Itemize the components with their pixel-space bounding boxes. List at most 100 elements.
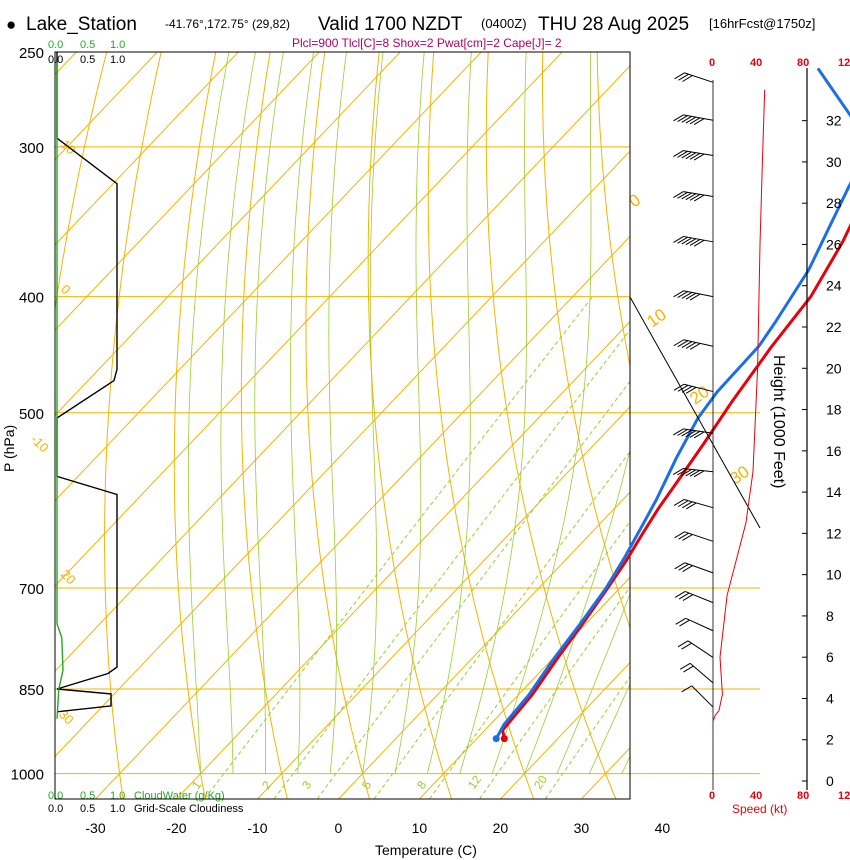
wind-barb-flag: [682, 534, 693, 541]
mixing-ratio-label: 20: [531, 772, 550, 791]
cloudwater-tick-top: 0.5: [80, 39, 95, 51]
wind-barb-flag: [681, 685, 693, 693]
wind-barb-flag: [681, 385, 693, 393]
wind-barb-flag: [681, 237, 693, 245]
mixing-ratio-line: [544, 675, 630, 799]
cloudwater-ticks-bottom: 0.0 0.5 1.0 CloudWater (g/Kg): [48, 790, 225, 802]
mixing-ratio-line: [373, 450, 630, 799]
wind-barb-flag: [679, 619, 690, 627]
dry-adiabat-line: [104, 52, 162, 799]
cloudiness-ticks-bottom: 0.0 0.5 1.0 Grid-Scale Cloudiness: [48, 803, 244, 815]
height-tick-label: 24: [826, 278, 842, 294]
height-tick-label: 28: [826, 195, 842, 211]
isotherm-line: [55, 65, 630, 672]
wind-barb-flag: [677, 384, 689, 392]
wind-barb-flag: [681, 192, 692, 200]
height-tick-label: 26: [826, 236, 842, 252]
cloudiness-tick-bottom: 1.0: [110, 803, 125, 815]
dry-adiabat-line: [55, 52, 108, 313]
mixing-ratio-label: 3: [299, 778, 314, 792]
isotherm-line: [55, 52, 239, 246]
speed-tick-bottom: 12: [838, 790, 850, 802]
skew-boundary-line: [629, 296, 761, 529]
mixing-ratio-line: [204, 296, 593, 799]
mixing-ratio-label: 8: [414, 778, 429, 792]
wind-barb-flag: [678, 73, 689, 81]
cloudwater-tick-bottom: 0.5: [80, 790, 95, 802]
wind-barb-flag: [681, 115, 693, 123]
cloudiness-tick-top: 0.0: [48, 54, 63, 66]
wind-barb-flag: [673, 191, 684, 199]
wind-barb-flag: [685, 238, 697, 246]
wind-barb-flag: [689, 152, 701, 160]
wind-barb-flag: [674, 72, 685, 80]
parcel-params: Plcl=900 Tlcl[C]=8 Shox=2 Pwat[cm]=2 Cap…: [292, 36, 562, 50]
speed-tick-top: 12: [838, 57, 850, 69]
moist-adiabat-line: [459, 52, 527, 774]
wind-barb: [683, 290, 714, 298]
wind-barb-flag: [673, 114, 684, 122]
dry-adiabat-line: [367, 52, 453, 799]
cloudwater-ticks-top: 0.0 0.5 1.0: [48, 39, 125, 51]
x-tick-label: -20: [166, 820, 186, 836]
moist-adiabat-line: [187, 52, 230, 774]
wind-barb-flag: [685, 152, 697, 160]
isotherm-line: [500, 661, 630, 799]
isotherm-line: [338, 491, 630, 799]
wind-barb: [687, 640, 714, 658]
isotherm-line: [257, 406, 630, 799]
dry-adiabat-line: [305, 52, 370, 799]
moist-adiabat-line: [394, 52, 425, 774]
wind-barb-flag: [673, 383, 685, 391]
wind-barb-flag: [673, 339, 684, 347]
speed-tick-bottom: 0: [709, 790, 715, 802]
cloudiness-tick-top: 1.0: [110, 54, 125, 66]
moist-adiabat-line: [220, 52, 256, 774]
wind-barb-flag: [693, 239, 705, 247]
wind-barb-flag: [681, 341, 693, 349]
mixing-ratio-line: [273, 329, 630, 799]
cloudwater-profile: [56, 62, 64, 719]
x-tick-label: 0: [335, 820, 343, 836]
wind-barb-flag: [673, 428, 684, 436]
isotherm-line: [55, 52, 320, 331]
moist-adiabat-line: [328, 52, 347, 774]
moist-adiabat-line: [362, 52, 384, 774]
wind-barb: [684, 591, 714, 604]
wind-barb-flag: [678, 563, 689, 571]
moist-adiabat-line: [654, 0, 850, 774]
speed-ticks-top: 0 40 80 12: [709, 57, 850, 69]
height-tick-label: 6: [826, 649, 834, 665]
isotherm-label: 20: [58, 567, 79, 588]
wind-barb-flag: [675, 617, 686, 625]
wind-barb-flag: [681, 642, 692, 650]
wind-barb-flag: [674, 531, 685, 539]
wind-barb-flag: [673, 236, 684, 243]
y-tick-label: 300: [19, 140, 44, 157]
speed-tick-top: 0: [709, 57, 715, 69]
wind-barb-flag: [679, 662, 691, 670]
speed-tick-top: 80: [797, 57, 809, 69]
wind-barb: [683, 339, 714, 347]
dry-adiabat-line: [485, 52, 617, 799]
mixing-ratio-label: 12: [465, 772, 484, 791]
wind-barb-flag: [682, 594, 694, 602]
height-tick-label: 14: [826, 484, 842, 500]
dewpoint-surface-point: [492, 735, 500, 743]
wind-barb-flag: [677, 115, 688, 123]
y-tick-label: 500: [19, 406, 44, 423]
x-tick-label: 20: [493, 820, 509, 836]
wind-barb: [684, 498, 714, 509]
wind-barb-flag: [693, 431, 705, 439]
moist-adiabat-line: [588, 682, 630, 774]
wind-barb-flag: [689, 430, 701, 438]
y-tick-label: 400: [19, 290, 44, 307]
title-bullet: ●: [6, 15, 16, 34]
wind-barb-flag: [682, 565, 693, 573]
dewpoint-trace: [494, 67, 850, 740]
cloudwater-tick-bottom: 0.0: [48, 790, 63, 802]
speed-ticks-bottom: 0 40 80 12: [709, 790, 850, 802]
cloudiness-label: Grid-Scale Cloudiness: [134, 803, 244, 815]
dry-adiabat-label: 0: [625, 190, 644, 211]
